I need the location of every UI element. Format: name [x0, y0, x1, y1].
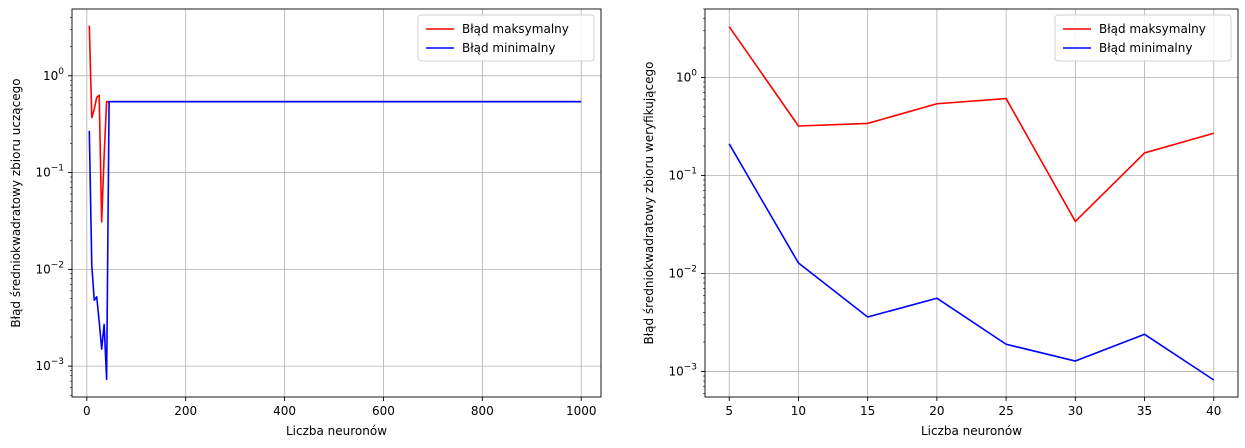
grid [705, 9, 1238, 397]
x-axis-label: Liczba neuronów [286, 424, 387, 438]
y-tick-exponent: −2 [51, 260, 64, 270]
y-tick-base: 10 [668, 169, 683, 183]
legend-label: Błąd minimalny [1099, 41, 1192, 55]
series-lines [88, 25, 582, 381]
x-tick-label: 0 [83, 404, 91, 418]
x-tick-label: 20 [929, 404, 944, 418]
grid [72, 9, 601, 397]
y-tick-label: 10−2 [35, 260, 64, 276]
y-tick-base: 10 [35, 359, 50, 373]
legend-label: Błąd maksymalny [1099, 22, 1206, 36]
x-tick-label: 15 [860, 404, 875, 418]
x-tick-label: 1000 [566, 404, 597, 418]
legend-label: Błąd minimalny [462, 41, 555, 55]
series-line-max [728, 26, 1214, 223]
x-tick-label: 800 [471, 404, 494, 418]
y-tick-exponent: −3 [51, 357, 64, 367]
x-tick-label: 30 [1068, 404, 1083, 418]
x-tick-label: 600 [372, 404, 395, 418]
x-tick-label: 5 [725, 404, 733, 418]
x-tick-label: 35 [1137, 404, 1152, 418]
y-tick-label: 100 [676, 69, 697, 85]
x-tick-label: 10 [791, 404, 806, 418]
legend-box [1054, 14, 1232, 62]
legend-label: Błąd maksymalny [462, 22, 569, 36]
series-line-min [88, 100, 582, 381]
y-tick-label: 10−1 [35, 164, 64, 180]
y-tick-exponent: 0 [691, 69, 697, 79]
x-tick-label: 400 [273, 404, 296, 418]
y-axis-label: Błąd średniokwadratowy zbioru weryfikują… [642, 62, 656, 345]
x-axis-label: Liczba neuronów [921, 424, 1022, 438]
y-tick-exponent: −2 [684, 265, 697, 275]
y-tick-label: 10−3 [35, 357, 64, 373]
y-tick-exponent: −3 [684, 363, 697, 373]
y-tick-exponent: −1 [51, 164, 64, 174]
legend: Błąd maksymalny Błąd minimalny [1054, 14, 1232, 62]
y-tick-label: 10−2 [668, 265, 697, 281]
x-tick-label: 40 [1206, 404, 1221, 418]
series-line-min [728, 143, 1215, 381]
legend: Błąd maksymalny Błąd minimalny [417, 14, 595, 62]
plot-frame [71, 8, 602, 398]
x-tick-label: 25 [998, 404, 1013, 418]
series-lines [728, 26, 1215, 381]
y-tick-exponent: 0 [58, 67, 64, 77]
y-tick-exponent: −1 [684, 167, 697, 177]
y-tick-base: 10 [43, 69, 58, 83]
y-tick-label: 10−1 [668, 167, 697, 183]
y-tick-base: 10 [35, 262, 50, 276]
y-tick-base: 10 [668, 267, 683, 281]
x-tick-label: 200 [174, 404, 197, 418]
legend-box [417, 14, 595, 62]
y-axis-label: Błąd średniokwadratowy zbioru uczącego [9, 78, 23, 327]
y-tick-base: 10 [668, 365, 683, 379]
y-tick-label: 10−3 [668, 363, 697, 379]
y-tick-base: 10 [35, 166, 50, 180]
y-tick-base: 10 [676, 71, 691, 85]
plot-frame [704, 8, 1239, 398]
y-tick-label: 100 [43, 67, 64, 83]
